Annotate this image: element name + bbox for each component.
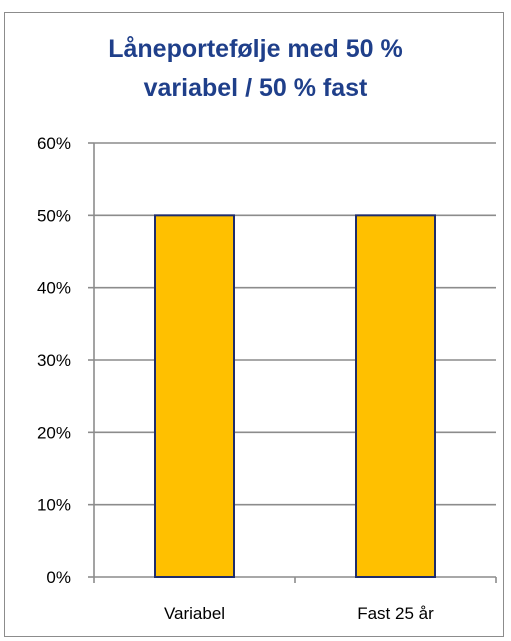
y-tick-label: 40% [37,279,71,298]
bar [154,214,235,578]
chart-title-line-2: variabel / 50 % fast [143,74,368,102]
y-tick-label: 60% [37,134,71,153]
chart-title: Låneportefølje med 50 % variabel / 50 % … [0,30,511,108]
chart-title-line-1: Låneportefølje med 50 % [108,35,403,63]
y-tick-label: 30% [37,351,71,370]
x-tick-label: Variabel [164,604,225,623]
y-tick-label: 10% [37,496,71,515]
y-tick-label: 0% [46,568,71,587]
bar [355,214,436,578]
y-tick-label: 20% [37,423,71,442]
x-tick-label: Fast 25 år [357,604,434,623]
y-tick-label: 50% [37,206,71,225]
